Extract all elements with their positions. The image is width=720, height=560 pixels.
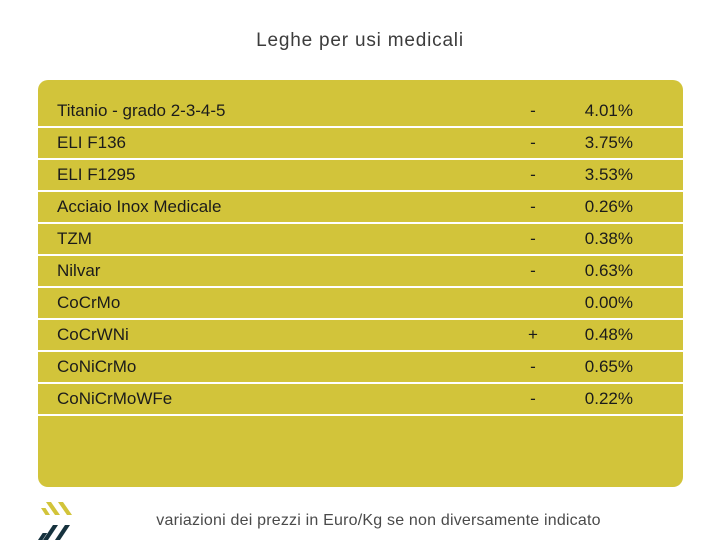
variation-value: 3.53%	[584, 165, 633, 184]
footer: variazioni dei prezzi in Euro/Kg se non …	[38, 497, 683, 545]
alloy-name: Nilvar	[57, 261, 101, 280]
variation-value: 0.48%	[584, 325, 633, 344]
table-row: CoCrMo 0.00%	[38, 288, 683, 320]
alloy-name: ELI F136	[57, 133, 126, 152]
table-row: Acciaio Inox Medicale - 0.26%	[38, 192, 683, 224]
variation-value: 3.75%	[584, 133, 633, 152]
table-row: CoNiCrMo - 0.65%	[38, 352, 683, 384]
table-row: CoCrWNi + 0.48%	[38, 320, 683, 352]
variation-value: 0.00%	[584, 293, 633, 312]
variation-value: 4.01%	[584, 101, 633, 120]
alloy-name: ELI F1295	[57, 165, 136, 184]
variation-value: 0.38%	[584, 229, 633, 248]
table-row: Nilvar - 0.63%	[38, 256, 683, 288]
variation-value: 0.22%	[584, 389, 633, 408]
alloy-name: Titanio - grado 2-3-4-5	[57, 101, 226, 120]
variation-sign: +	[528, 325, 538, 344]
double-chevron-slashes-logo-icon	[38, 502, 72, 540]
table-row: Titanio - grado 2-3-4-5 - 4.01%	[38, 96, 683, 128]
alloy-name: CoCrWNi	[57, 325, 129, 344]
variation-sign: -	[530, 389, 536, 408]
alloy-name: CoNiCrMo	[57, 357, 137, 376]
variation-value: 0.63%	[584, 261, 633, 280]
alloy-name: CoCrMo	[57, 293, 121, 312]
table-row: CoNiCrMoWFe - 0.22%	[38, 384, 683, 416]
variation-sign: -	[530, 261, 536, 280]
variation-sign: -	[530, 165, 536, 184]
table-row: TZM - 0.38%	[38, 224, 683, 256]
price-table: Titanio - grado 2-3-4-5 - 4.01% ELI F136…	[38, 80, 683, 487]
variation-sign: -	[530, 197, 536, 216]
variation-sign: -	[530, 133, 536, 152]
variation-sign: -	[530, 101, 536, 120]
footer-note: variazioni dei prezzi in Euro/Kg se non …	[156, 512, 601, 529]
variation-value: 0.26%	[584, 197, 633, 216]
variation-value: 0.65%	[584, 357, 633, 376]
alloy-name: Acciaio Inox Medicale	[57, 197, 222, 216]
alloy-name: TZM	[57, 229, 92, 248]
alloy-name: CoNiCrMoWFe	[57, 389, 173, 408]
table-row: ELI F1295 - 3.53%	[38, 160, 683, 192]
variation-sign: -	[530, 229, 536, 248]
variation-sign: -	[530, 357, 536, 376]
page-title: Leghe per usi medicali	[256, 30, 464, 51]
table-row: ELI F136 - 3.75%	[38, 128, 683, 160]
